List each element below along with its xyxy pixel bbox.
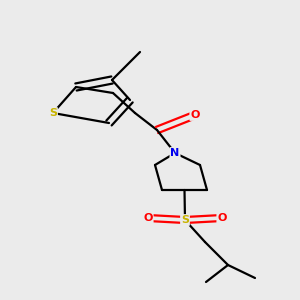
- Text: S: S: [49, 108, 57, 118]
- Text: O: O: [190, 110, 200, 120]
- Text: S: S: [181, 215, 189, 225]
- Text: N: N: [170, 148, 180, 158]
- Text: O: O: [143, 213, 153, 223]
- Text: O: O: [217, 213, 227, 223]
